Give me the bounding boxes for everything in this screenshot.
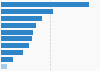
Bar: [1, 23, 36, 28]
Bar: [1, 64, 7, 69]
Bar: [1, 57, 13, 62]
Bar: [1, 30, 33, 35]
Bar: [1, 36, 32, 41]
Bar: [1, 43, 29, 48]
Bar: [1, 2, 88, 7]
Bar: [1, 9, 53, 14]
Bar: [1, 16, 42, 21]
Bar: [1, 50, 23, 55]
